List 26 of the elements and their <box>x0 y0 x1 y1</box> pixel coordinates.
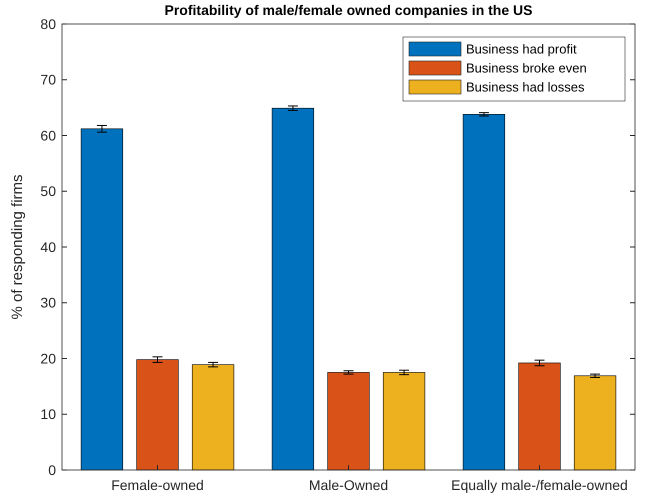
y-axis-title: % of responding firms <box>9 174 26 320</box>
y-tick-label: 30 <box>40 294 56 311</box>
chart-title: Profitability of male/female owned companies in the US <box>164 2 532 18</box>
bar <box>80 128 124 470</box>
x-tick-label: Female-owned <box>111 477 204 493</box>
legend-label: Business had losses <box>466 80 586 95</box>
y-tick-label: 60 <box>40 127 56 144</box>
legend-label: Business broke even <box>466 60 587 76</box>
y-tick-label: 10 <box>40 406 56 422</box>
bar <box>272 108 314 470</box>
y-tick-label: 40 <box>40 238 56 255</box>
y-tick-label: 70 <box>40 72 56 88</box>
bar <box>382 372 426 470</box>
x-tick-label: Equally male-/female-owned <box>451 477 628 493</box>
legend-label: Business had profit <box>466 42 577 57</box>
bar <box>192 364 234 470</box>
y-tick-label: 0 <box>48 462 56 478</box>
x-tick-label: Male-Owned <box>308 477 388 493</box>
y-tick-label: 20 <box>40 350 56 366</box>
bar <box>574 375 616 470</box>
bar <box>518 362 561 470</box>
bar <box>136 359 179 470</box>
y-tick-label: 80 <box>40 16 56 32</box>
y-tick-label: 50 <box>40 183 56 200</box>
bar <box>462 114 506 470</box>
bar <box>327 372 370 470</box>
